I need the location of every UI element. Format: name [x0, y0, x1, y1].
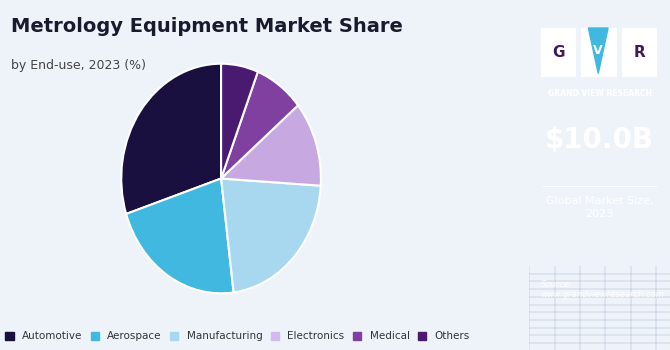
Text: Source:
www.grandviewresearch.com: Source: www.grandviewresearch.com — [541, 280, 665, 299]
Wedge shape — [221, 105, 321, 186]
FancyBboxPatch shape — [622, 28, 657, 77]
Polygon shape — [588, 28, 608, 74]
FancyBboxPatch shape — [541, 28, 576, 77]
Text: Global Market Size,
2023: Global Market Size, 2023 — [546, 196, 653, 219]
Wedge shape — [221, 64, 258, 178]
Text: $10.0B: $10.0B — [545, 126, 654, 154]
FancyBboxPatch shape — [582, 28, 616, 77]
Text: G: G — [552, 45, 564, 60]
Wedge shape — [126, 178, 234, 293]
Wedge shape — [121, 64, 221, 214]
Text: by End-use, 2023 (%): by End-use, 2023 (%) — [11, 60, 145, 72]
Wedge shape — [221, 178, 321, 292]
Text: R: R — [634, 45, 646, 60]
Text: V: V — [594, 44, 603, 57]
Wedge shape — [221, 72, 298, 178]
Legend: Automotive, Aerospace, Manufacturing, Electronics, Medical, Others: Automotive, Aerospace, Manufacturing, El… — [5, 331, 470, 341]
Text: GRAND VIEW RESEARCH: GRAND VIEW RESEARCH — [547, 89, 652, 98]
Text: Metrology Equipment Market Share: Metrology Equipment Market Share — [11, 18, 403, 36]
